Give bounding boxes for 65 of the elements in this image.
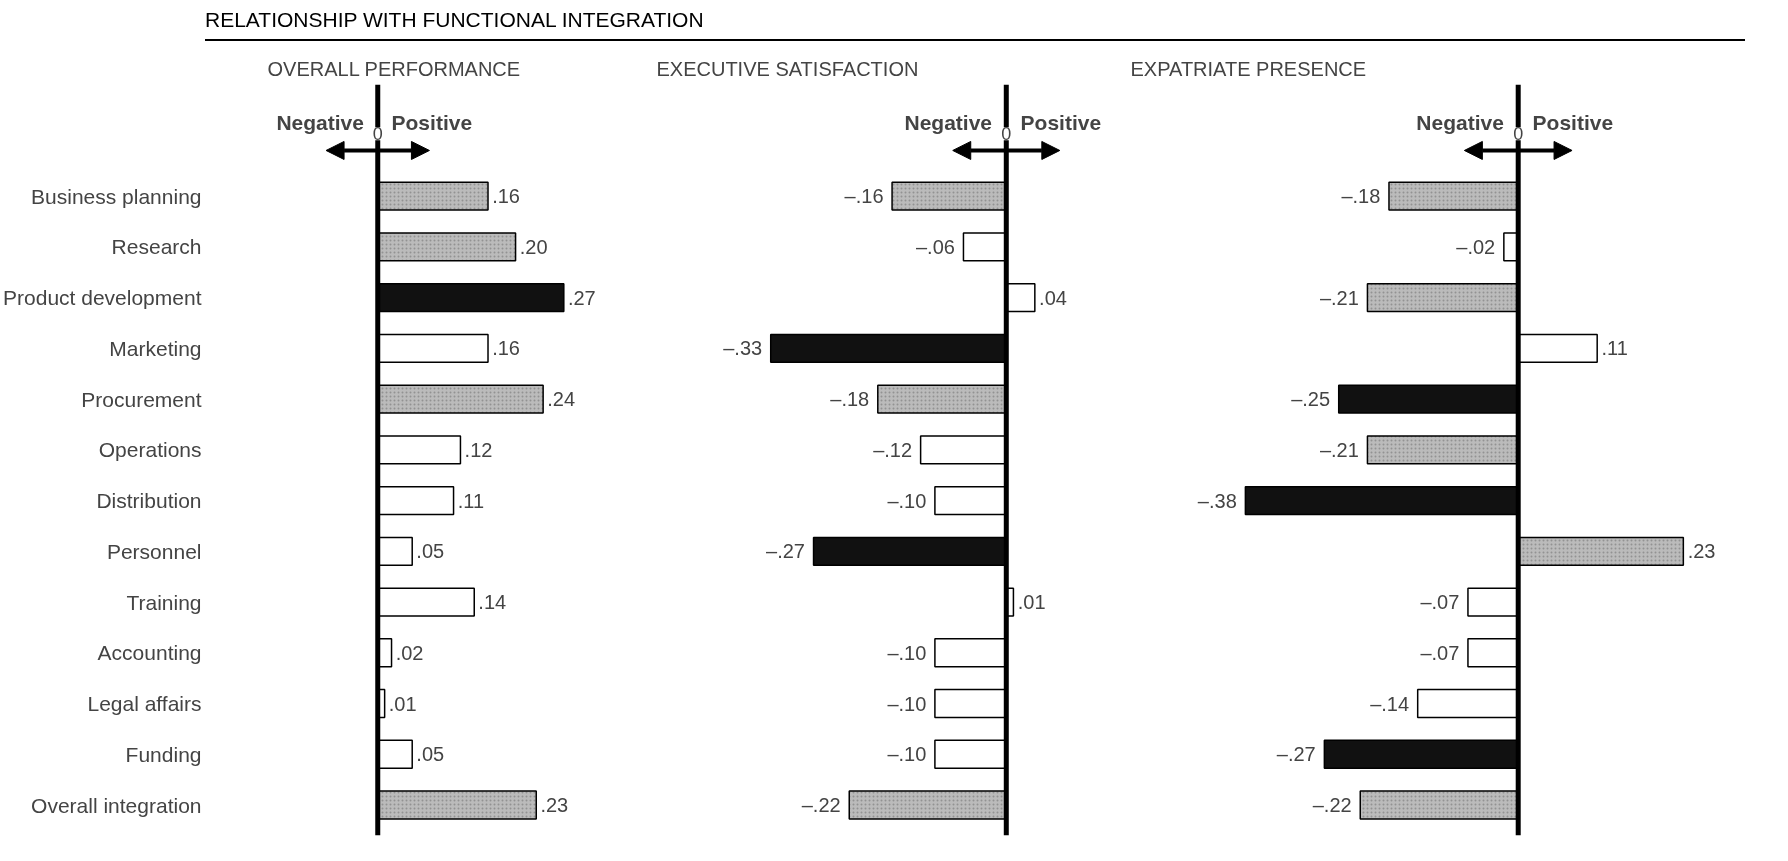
- data-label: –.14: [1370, 692, 1410, 715]
- data-label: –.38: [1197, 489, 1237, 512]
- y-tick-label: Personnel: [106, 539, 202, 563]
- data-label: –.27: [1276, 743, 1316, 766]
- y-tick-label: Research: [111, 235, 202, 259]
- data-label: –.22: [1312, 794, 1352, 817]
- y-tick-label: Procurement: [81, 387, 202, 411]
- text: Positive: [391, 111, 473, 135]
- data-label: .23: [540, 794, 569, 817]
- data-label: .27: [567, 286, 596, 309]
- data-label: –.10: [887, 743, 927, 766]
- text: 0: [1513, 124, 1524, 145]
- y-tick-label: Operations: [98, 438, 202, 462]
- data-label: –.21: [1319, 286, 1359, 309]
- y-tick-label: Distribution: [96, 489, 202, 513]
- y-tick-label: Accounting: [97, 641, 202, 665]
- data-label: –.27: [766, 540, 805, 563]
- data-label: .14: [478, 591, 507, 614]
- chart-title: EXPATRIATE PRESENCE: [1130, 57, 1367, 80]
- data-label: –.10: [887, 489, 927, 512]
- text: RELATIONSHIP WITH FUNCTIONAL INTEGRATION: [205, 5, 1745, 41]
- data-label: .12: [464, 438, 493, 461]
- data-label: –.18: [830, 388, 870, 411]
- text: Positive: [1020, 111, 1102, 135]
- data-label: –.06: [915, 235, 955, 258]
- y-tick-label: Product development: [3, 286, 202, 310]
- chart-title: OVERALL PERFORMANCE: [267, 57, 521, 80]
- data-label: .16: [492, 337, 520, 360]
- data-label: .05: [416, 743, 445, 766]
- y-tick-label: Overall integration: [31, 793, 202, 817]
- data-label: –.10: [887, 641, 927, 664]
- data-label: .01: [1017, 591, 1046, 614]
- data-label: –.10: [887, 692, 927, 715]
- data-label: .16: [492, 185, 520, 208]
- data-label: .23: [1687, 540, 1716, 563]
- data-label: .24: [547, 388, 576, 411]
- data-label: –.18: [1341, 185, 1381, 208]
- text: 0: [1001, 124, 1012, 145]
- data-label: –.21: [1319, 438, 1359, 461]
- text: Positive: [1532, 111, 1614, 135]
- data-label: –.22: [801, 794, 841, 817]
- data-label: .20: [519, 235, 548, 258]
- data-label: –.33: [723, 337, 763, 360]
- y-tick-label: Training: [126, 590, 202, 614]
- text: Negative: [1416, 111, 1504, 135]
- data-label: –.16: [844, 185, 884, 208]
- y-tick-label: Legal affairs: [87, 692, 202, 716]
- data-label: –.07: [1420, 641, 1460, 664]
- chart-title: EXECUTIVE SATISFACTION: [656, 57, 919, 80]
- data-label: .04: [1039, 286, 1067, 309]
- y-tick-label: Marketing: [109, 336, 202, 360]
- y-tick-label: Business planning: [31, 184, 202, 208]
- data-label: .11: [457, 489, 485, 512]
- data-label: –.25: [1291, 388, 1331, 411]
- data-label: .02: [395, 641, 424, 664]
- data-label: –.07: [1420, 591, 1460, 614]
- data-label: .11: [1601, 337, 1628, 360]
- data-label: –.02: [1456, 235, 1496, 258]
- text: 0: [372, 124, 383, 145]
- data-label: .05: [416, 540, 445, 563]
- data-label: –.12: [873, 438, 913, 461]
- data-label: .01: [388, 692, 417, 715]
- text: Negative: [276, 111, 364, 135]
- text: Negative: [904, 111, 993, 135]
- y-tick-label: Funding: [125, 742, 202, 766]
